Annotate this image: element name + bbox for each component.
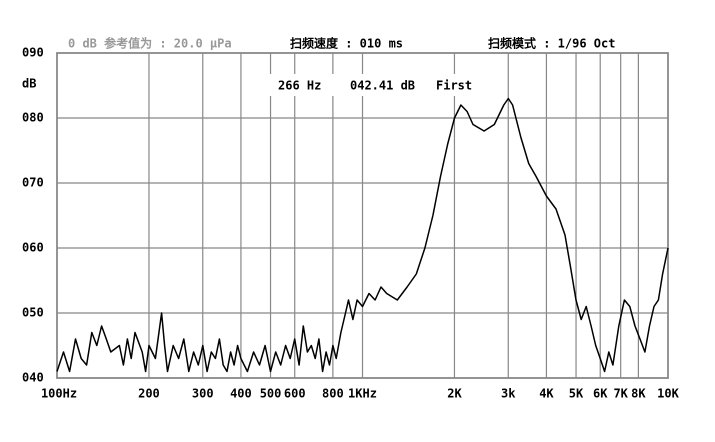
cursor-level: 042.41 dB <box>350 79 415 93</box>
response-line <box>56 97 669 373</box>
reference-text: 0 dB 参考值为 : 20.0 μPa <box>68 36 232 51</box>
x-tick-label: 200 <box>138 387 160 401</box>
x-tick-label: 1KHz <box>348 387 377 401</box>
x-tick-label: 4K <box>539 387 554 401</box>
y-tick-label: 040 <box>22 371 44 385</box>
x-tick-label: 7K <box>613 387 628 401</box>
y-tick-label: 050 <box>22 306 44 320</box>
x-tick-label: 300 <box>192 387 214 401</box>
sweep-speed: 扫频速度 : 010 ms <box>290 36 403 51</box>
plot-area: 090 080 070 060 050 040 100Hz 200 300 400 500 600 80… <box>22 46 680 401</box>
x-tick-label: 5K <box>569 387 584 401</box>
x-tick-label: 100Hz <box>41 387 77 401</box>
y-axis-unit: dB <box>22 77 36 91</box>
cursor-mode: First <box>436 79 472 93</box>
cursor-frequency: 266 Hz <box>278 79 321 93</box>
x-tick-label: 400 <box>230 387 252 401</box>
x-tick-label: 800 <box>322 387 344 401</box>
x-tick-label: 600 <box>284 387 306 401</box>
x-tick-label: 3k <box>501 387 516 401</box>
x-tick-label: 10K <box>657 387 679 401</box>
y-tick-label: 070 <box>22 176 44 190</box>
cursor-box <box>268 74 490 96</box>
y-tick-label: 060 <box>22 241 44 255</box>
x-tick-label: 2K <box>447 387 462 401</box>
x-tick-label: 500 <box>260 387 282 401</box>
sweep-mode: 扫频模式 : 1/96 Oct <box>488 36 615 51</box>
x-tick-label: 8K <box>631 387 646 401</box>
x-tick-label: 6K <box>593 387 608 401</box>
y-tick-label: 090 <box>22 46 44 60</box>
y-tick-label: 080 <box>22 111 44 125</box>
